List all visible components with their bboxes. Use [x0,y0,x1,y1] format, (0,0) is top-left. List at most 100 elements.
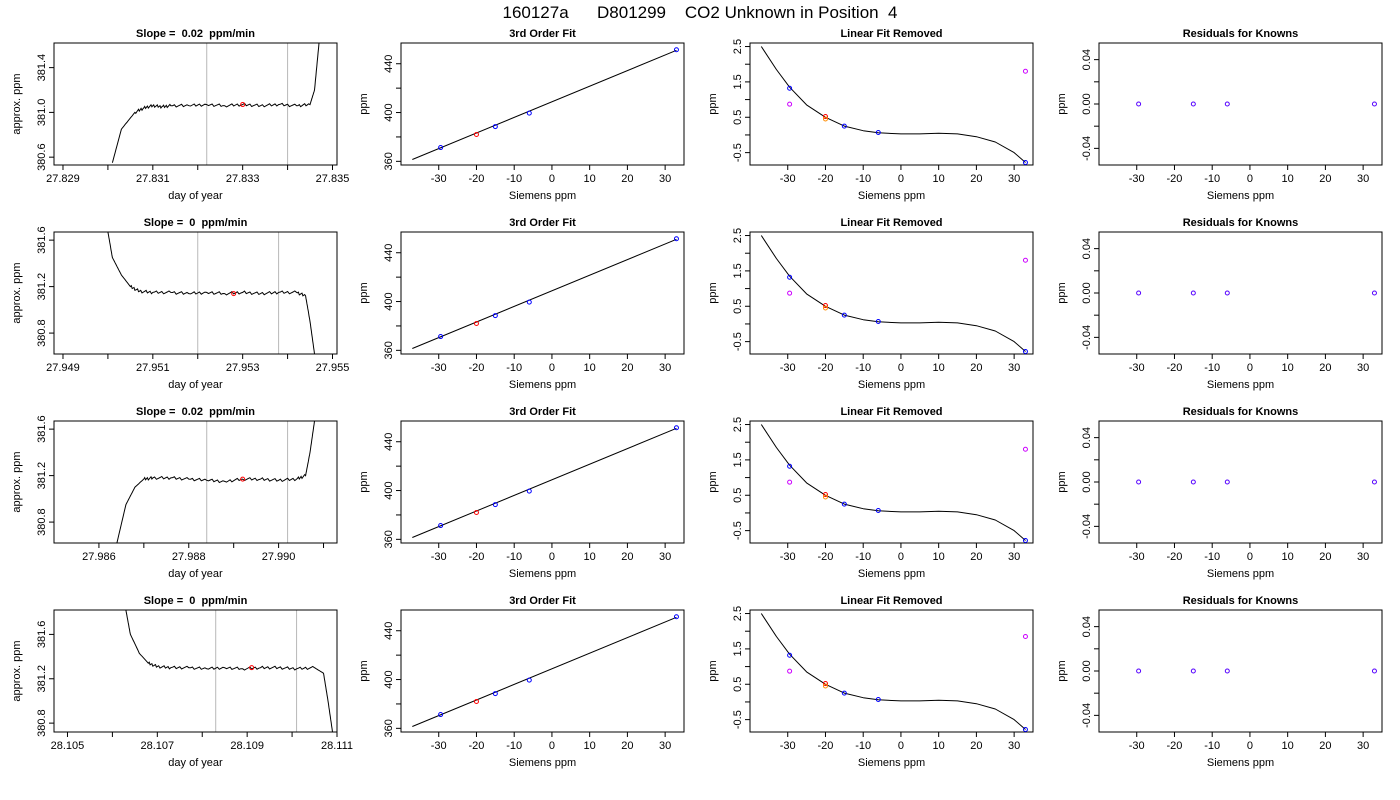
data-point [1136,290,1142,296]
y-axis-label: ppm [358,282,370,303]
data-point [492,313,498,319]
x-tick-label: 27.831 [136,173,170,185]
y-tick-label: 0.00 [1081,660,1093,681]
panel-title: 3rd Order Fit [509,406,576,418]
x-tick-label: 27.835 [316,173,350,185]
x-tick-label: 0 [549,173,555,185]
y-tick-label: 381.2 [36,462,48,490]
x-tick-label: -30 [431,362,447,374]
x-tick-label: -10 [855,173,871,185]
data-point [787,463,793,469]
x-tick-label: -10 [1204,740,1220,752]
y-tick-label: -0.04 [1081,703,1093,728]
data-point [492,124,498,130]
x-tick-label: 30 [1357,740,1369,752]
data-point [438,334,444,340]
data-point [1022,446,1028,452]
x-tick-label: 27.829 [46,173,80,185]
x-tick-label: 20 [1319,740,1331,752]
x-tick-label: -30 [431,551,447,563]
plot-frame [53,420,338,544]
series-line [107,232,315,354]
x-tick-label: 10 [933,740,945,752]
x-tick-label: -30 [1129,551,1145,563]
plot-frame [1098,609,1383,733]
data-point [841,690,847,696]
y-axis-label: ppm [1056,660,1068,681]
x-tick-label: 27.955 [316,362,350,374]
x-tick-label: 30 [1357,173,1369,185]
plot-area [111,43,320,163]
plot-frame [53,231,338,355]
fit-line [412,427,677,538]
data-point [1022,257,1028,263]
x-tick-label: -30 [780,740,796,752]
y-tick-label: 381.4 [36,54,48,82]
x-axis-label: day of year [168,568,223,580]
x-tick-label: 10 [933,362,945,374]
data-point [526,110,532,116]
plot-area [116,421,315,543]
current-point [240,102,246,108]
panel: 3rd Order Fit -30 -20 -10 0 10 20 30 360 400 440 Si… [358,406,685,580]
x-axis-label: day of year [168,190,223,202]
y-tick-label: 0.04 [1081,427,1093,448]
y-tick-label: 0.5 [732,299,744,314]
data-point [822,116,828,122]
data-point [1022,634,1028,640]
x-tick-label: -10 [506,740,522,752]
panel: Residuals for Knowns -30 -20 -10 0 10 20 30 -0.0… [1056,28,1383,202]
x-tick-label: -20 [469,173,485,185]
data-point [787,479,793,485]
panel: Linear Fit Removed -30 -20 -10 0 10 20 30 -0.5 0.… [707,595,1034,769]
x-tick-label: -10 [506,551,522,563]
fit-line [412,616,677,727]
y-tick-label: -0.5 [732,521,744,540]
data-point [875,507,881,513]
current-point [240,476,246,482]
plot-area [125,610,333,732]
x-tick-label: 27.988 [172,551,206,563]
data-point [787,652,793,658]
plot-frame [1098,231,1383,355]
plot-area [107,232,315,354]
data-point [473,510,479,515]
plot-frame [53,609,338,733]
y-tick-label: 0.5 [732,110,744,125]
y-tick-label: 440 [383,55,395,73]
y-axis-label: ppm [707,282,719,303]
panel-title: 3rd Order Fit [509,595,576,607]
y-tick-label: 381.6 [36,621,48,649]
panel-title: Linear Fit Removed [840,217,942,229]
plot-frame [1098,420,1383,544]
panel: Slope = 0 ppm/min 27.949 27.951 27.953 27.95… [11,217,349,391]
plot-area [760,46,1026,163]
data-point [787,668,793,674]
data-point [526,488,532,494]
panel-title: Linear Fit Removed [840,406,942,418]
x-tick-label: 28.107 [140,740,174,752]
y-tick-label: 380.8 [36,709,48,737]
data-point [1190,290,1196,296]
x-tick-label: -20 [818,740,834,752]
y-tick-label: 0.00 [1081,93,1093,114]
panel: Residuals for Knowns -30 -20 -10 0 10 20 30 -0.0… [1056,406,1383,580]
plot-area [412,616,677,727]
data-point [473,321,479,326]
data-point [1371,101,1377,107]
x-axis-label: Siemens ppm [1207,757,1274,769]
x-tick-label: 20 [970,551,982,563]
data-point [822,305,828,311]
x-tick-label: 30 [1008,740,1020,752]
y-tick-label: -0.04 [1081,136,1093,161]
y-tick-label: 400 [383,670,395,688]
data-point [841,312,847,318]
x-tick-label: -10 [855,551,871,563]
y-axis-label: ppm [1056,282,1068,303]
panel: Slope = 0.02 ppm/min 27.829 27.831 27.833 27… [11,28,349,202]
x-tick-label: 20 [621,173,633,185]
y-tick-label: 0.00 [1081,282,1093,303]
figure-title: 160127a D801299 CO2 Unknown in Position … [502,3,897,22]
y-axis-label: ppm [358,471,370,492]
